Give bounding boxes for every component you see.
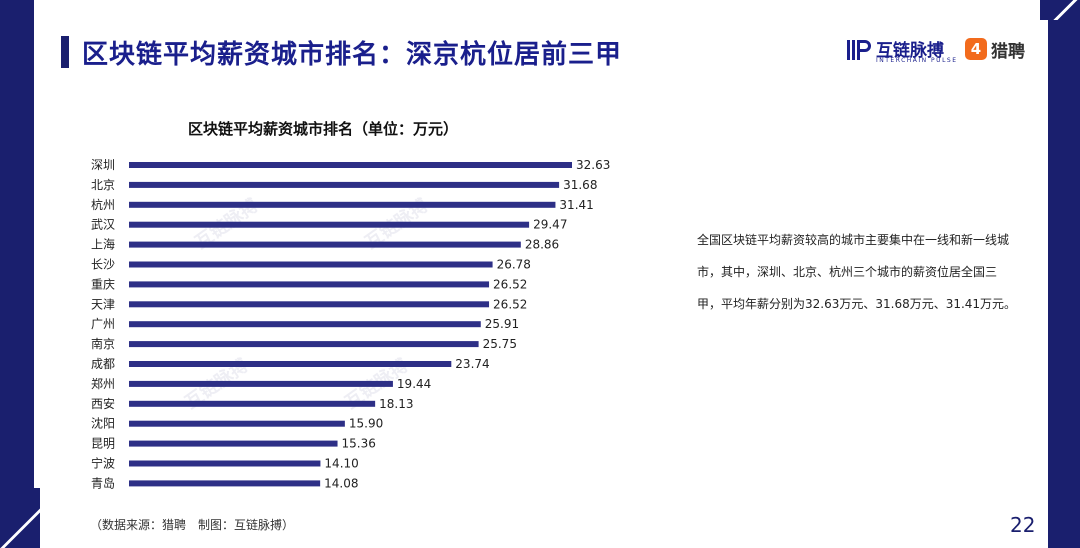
liepin-logo-text: 猎聘 [991,42,1025,62]
value-label: 18.13 [379,397,413,411]
value-label: 31.41 [559,198,593,212]
category-label: 南京 [91,336,115,351]
bar [129,181,560,188]
bar [129,241,521,248]
interchain-logo-text: 互链脉搏 [876,41,944,61]
value-label: 14.08 [324,476,358,490]
bar [129,361,452,367]
category-label: 长沙 [91,258,115,272]
value-label: 25.91 [485,317,519,331]
category-label: 沈阳 [91,416,115,431]
page-title: 区块链平均薪资城市排名：深京杭位居前三甲 [82,40,623,70]
bar [129,341,479,348]
category-label: 西安 [91,396,115,411]
corner-decoration [0,488,40,548]
interchain-logo-icon [847,40,871,60]
bar [129,440,338,447]
value-label: 32.63 [576,158,610,172]
value-label: 15.36 [342,437,376,451]
category-label: 武汉 [91,218,115,232]
interchain-logo-subtext: INTERCHAIN PULSE [876,57,958,64]
category-label: 深圳 [91,158,115,172]
category-label: 宁波 [91,456,115,471]
description-text: 全国区块链平均薪资较高的城市主要集中在一线和新一线城市，其中，深圳、北京、杭州三… [697,233,1017,311]
value-label: 26.52 [493,277,527,291]
source-note: （数据来源：猎聘 制图：互链脉搏） [90,518,295,532]
title-accent-bar [61,36,69,68]
value-label: 14.10 [324,457,358,471]
category-label: 青岛 [91,475,115,490]
value-label: 23.74 [455,357,489,371]
bar [129,261,493,268]
value-label: 15.90 [349,417,383,431]
slide-background [34,0,1048,548]
bar [129,221,530,228]
category-label: 重庆 [91,277,115,291]
category-label: 杭州 [91,197,115,212]
category-label: 北京 [91,178,115,192]
category-label: 广州 [91,317,115,331]
value-label: 31.68 [563,178,597,192]
bar [129,301,490,308]
corner-decoration [1040,0,1080,20]
bar [129,281,490,288]
category-label: 昆明 [91,437,115,451]
value-label: 26.52 [493,297,527,311]
category-label: 郑州 [91,376,115,391]
value-label: 25.75 [483,337,517,351]
page-number: 22 [1010,513,1036,537]
bar [129,400,376,407]
value-label: 29.47 [533,218,567,232]
value-label: 19.44 [397,377,431,391]
bar [129,380,393,387]
bar [129,201,556,208]
bar [129,162,572,168]
bar [129,480,321,487]
bar [129,420,345,427]
chart-title: 区块链平均薪资城市排名（单位：万元） [188,120,459,138]
category-label: 成都 [91,357,115,371]
bar [129,321,481,328]
bar [129,460,321,467]
value-label: 26.78 [497,258,531,272]
category-label: 上海 [91,237,115,252]
liepin-logo-icon: 4 [965,38,987,60]
category-label: 天津 [91,297,115,311]
value-label: 28.86 [525,238,559,252]
